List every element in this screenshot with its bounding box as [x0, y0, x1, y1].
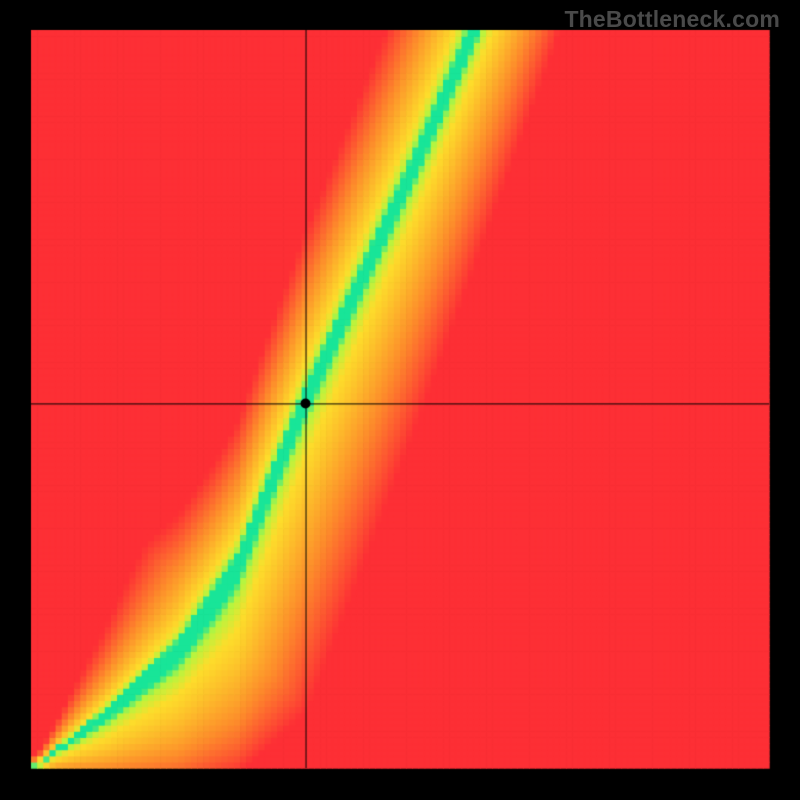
- watermark-text: TheBottleneck.com: [564, 6, 780, 33]
- bottleneck-heatmap: [0, 0, 800, 800]
- chart-container: { "watermark": { "text": "TheBottleneck.…: [0, 0, 800, 800]
